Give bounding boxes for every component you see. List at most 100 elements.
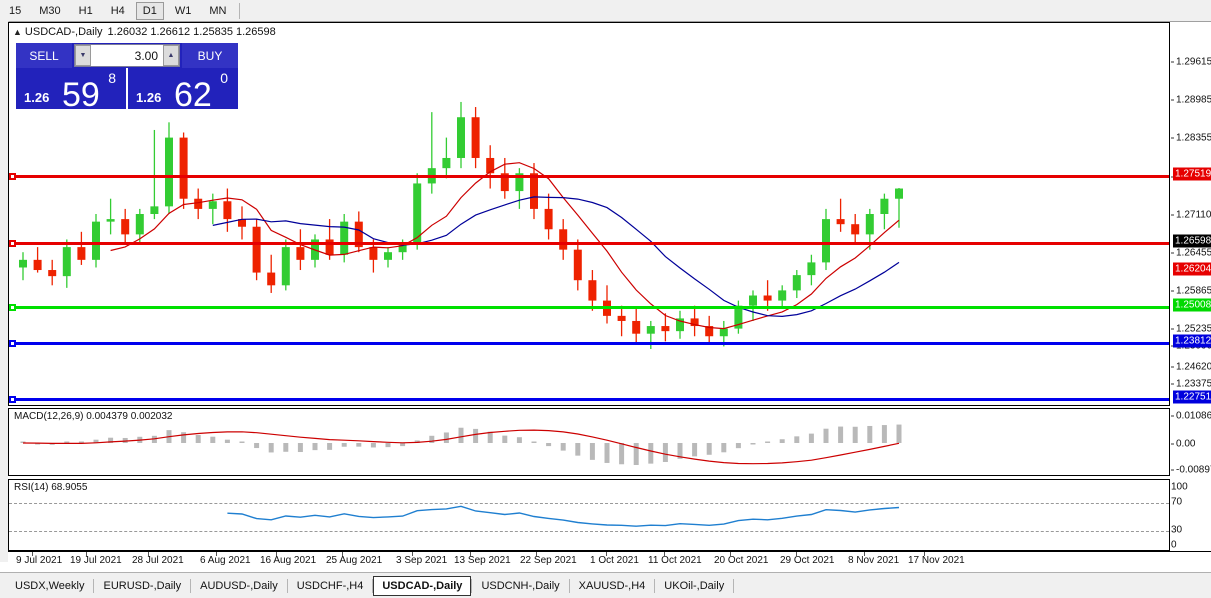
date-axis-label: 8 Nov 2021 bbox=[848, 555, 900, 566]
resistance-line-1[interactable] bbox=[9, 173, 1169, 180]
macd-histogram-bar bbox=[341, 443, 347, 447]
sell-label[interactable]: SELL bbox=[16, 43, 72, 68]
rsi-tick: 70 bbox=[1171, 497, 1182, 508]
chart-tab-eurusd-daily[interactable]: EURUSD-,Daily bbox=[103, 579, 182, 592]
pivot-line-handle[interactable] bbox=[9, 304, 16, 311]
candle-body bbox=[208, 201, 217, 209]
date-tick bbox=[536, 552, 537, 556]
candle-body bbox=[851, 224, 860, 235]
chart-tab-audusd-daily[interactable]: AUDUSD-,Daily bbox=[200, 579, 278, 592]
price-tick: 1.24620 bbox=[1171, 362, 1211, 373]
support-line-2[interactable] bbox=[9, 396, 1169, 403]
date-tick bbox=[86, 552, 87, 556]
macd-histogram-bar bbox=[78, 441, 84, 443]
support-2-price-badge[interactable]: 1.22751 bbox=[1173, 390, 1211, 404]
macd-histogram-bar bbox=[122, 437, 128, 443]
date-tick bbox=[924, 552, 925, 556]
macd-histogram-bar bbox=[619, 443, 625, 465]
chart-tab-bar: USDX,Weekly EURUSD-,Daily AUDUSD-,Daily USD… bbox=[0, 572, 1211, 598]
volume-increment-icon[interactable]: ▲ bbox=[163, 45, 179, 66]
resistance-line-1-handle[interactable] bbox=[9, 173, 16, 180]
candle-body bbox=[442, 157, 451, 169]
support-line-2-handle[interactable] bbox=[9, 396, 16, 403]
timeframe-button-w1[interactable]: W1 bbox=[174, 4, 192, 17]
candle-body bbox=[792, 275, 801, 291]
date-axis-label: 19 Jul 2021 bbox=[70, 555, 122, 566]
macd-histogram-bar bbox=[210, 436, 216, 443]
buy-button[interactable]: 1.26 62 0 bbox=[126, 68, 238, 112]
candle-body bbox=[62, 247, 71, 277]
tab-separator bbox=[190, 578, 192, 593]
macd-histogram-bar bbox=[239, 441, 245, 443]
volume-stepper[interactable]: ▼ 3.00 ▲ bbox=[74, 44, 180, 67]
tab-separator bbox=[654, 578, 656, 593]
date-tick bbox=[664, 552, 665, 556]
pivot-price-badge[interactable]: 1.25008 bbox=[1173, 298, 1211, 312]
candle-body bbox=[515, 173, 524, 192]
macd-histogram-bar bbox=[765, 441, 771, 443]
macd-histogram-bar bbox=[823, 428, 829, 443]
chart-tab-xauusd-h4[interactable]: XAUUSD-,H4 bbox=[578, 579, 646, 592]
candle-body bbox=[836, 219, 845, 225]
date-tick bbox=[32, 552, 33, 556]
timeframe-button-h4[interactable]: H4 bbox=[110, 4, 125, 17]
rsi-tick: 0 bbox=[1171, 540, 1177, 551]
buy-label[interactable]: BUY bbox=[182, 43, 238, 68]
macd-histogram-bar bbox=[181, 432, 187, 443]
candle-body bbox=[92, 221, 100, 260]
chart-tab-ukoil-daily[interactable]: UKOil-,Daily bbox=[664, 579, 725, 592]
date-axis[interactable]: 9 Jul 2021 19 Jul 2021 28 Jul 2021 6 Aug 20… bbox=[8, 551, 1211, 571]
timeframe-button-m30[interactable]: M30 bbox=[39, 4, 61, 17]
sell-price-pips: 59 bbox=[62, 76, 100, 114]
macd-histogram-bar bbox=[560, 443, 566, 451]
date-axis-label: 16 Aug 2021 bbox=[260, 555, 317, 566]
macd-tick: -0.008974 bbox=[1171, 465, 1211, 476]
support-line-1[interactable] bbox=[9, 340, 1169, 347]
candle-body bbox=[544, 208, 553, 230]
resistance-line-2-handle[interactable] bbox=[9, 240, 16, 247]
rsi-line bbox=[227, 505, 900, 527]
macd-axis: 0.010869 0.00 -0.008974 bbox=[1171, 408, 1211, 476]
resistance-2-price-badge[interactable]: 1.26204 bbox=[1173, 262, 1211, 276]
volume-decrement-icon[interactable]: ▼ bbox=[75, 45, 91, 66]
candle-body bbox=[384, 252, 392, 260]
resistance-line-2[interactable] bbox=[9, 240, 1169, 247]
chart-tab-usdx-weekly[interactable]: USDX,Weekly bbox=[15, 579, 85, 592]
date-axis-label: 20 Oct 2021 bbox=[714, 555, 769, 566]
date-axis-label: 17 Nov 2021 bbox=[908, 555, 965, 566]
candle-body bbox=[734, 305, 743, 329]
rsi-tick-label: 0 bbox=[1171, 539, 1177, 551]
tab-separator bbox=[372, 578, 374, 593]
resistance-1-price-badge[interactable]: 1.27519 bbox=[1173, 167, 1211, 181]
chart-tab-usdcnh-daily[interactable]: USDCNH-,Daily bbox=[481, 579, 560, 592]
chart-tab-usdchf-h4[interactable]: USDCHF-,H4 bbox=[296, 579, 364, 592]
buy-price-prefix: 1.26 bbox=[136, 90, 162, 105]
macd-histogram-bar bbox=[589, 443, 595, 460]
macd-histogram-bar bbox=[283, 443, 289, 452]
pivot-line[interactable] bbox=[9, 304, 1169, 311]
candle-body bbox=[77, 247, 86, 260]
support-1-price-badge[interactable]: 1.23812 bbox=[1173, 334, 1211, 348]
chart-collapse-icon[interactable]: ▲ bbox=[13, 27, 22, 37]
candle-body bbox=[238, 219, 246, 227]
tab-separator bbox=[471, 578, 473, 593]
volume-input[interactable]: 3.00 bbox=[91, 45, 163, 66]
rsi-overbought-line bbox=[9, 503, 1169, 504]
candle-body bbox=[135, 214, 144, 235]
price-tick-label: 1.25235 bbox=[1176, 323, 1211, 335]
macd-histogram-bar bbox=[385, 443, 391, 448]
timeframe-button-m15[interactable]: 15 bbox=[9, 4, 22, 17]
timeframe-button-mn[interactable]: MN bbox=[209, 4, 227, 17]
price-axis[interactable]: 1.29615 1.28985 1.28355 1.27740 1.27110 … bbox=[1171, 22, 1211, 406]
macd-pane[interactable]: MACD(12,26,9) 0.004379 0.002032 bbox=[8, 408, 1170, 476]
rsi-label: RSI(14) 68.9055 bbox=[14, 482, 88, 493]
macd-histogram-bar bbox=[400, 443, 406, 447]
support-line-1-handle[interactable] bbox=[9, 340, 16, 347]
toolbar-separator bbox=[239, 2, 241, 19]
chart-tab-usdcad-daily[interactable]: USDCAD-,Daily bbox=[373, 575, 472, 596]
candle-body bbox=[165, 137, 173, 207]
timeframe-button-h1[interactable]: H1 bbox=[78, 4, 93, 17]
sell-button[interactable]: 1.26 59 8 bbox=[16, 68, 126, 114]
rsi-pane[interactable]: RSI(14) 68.9055 bbox=[8, 479, 1170, 551]
timeframe-button-d1[interactable]: D1 bbox=[135, 1, 164, 20]
